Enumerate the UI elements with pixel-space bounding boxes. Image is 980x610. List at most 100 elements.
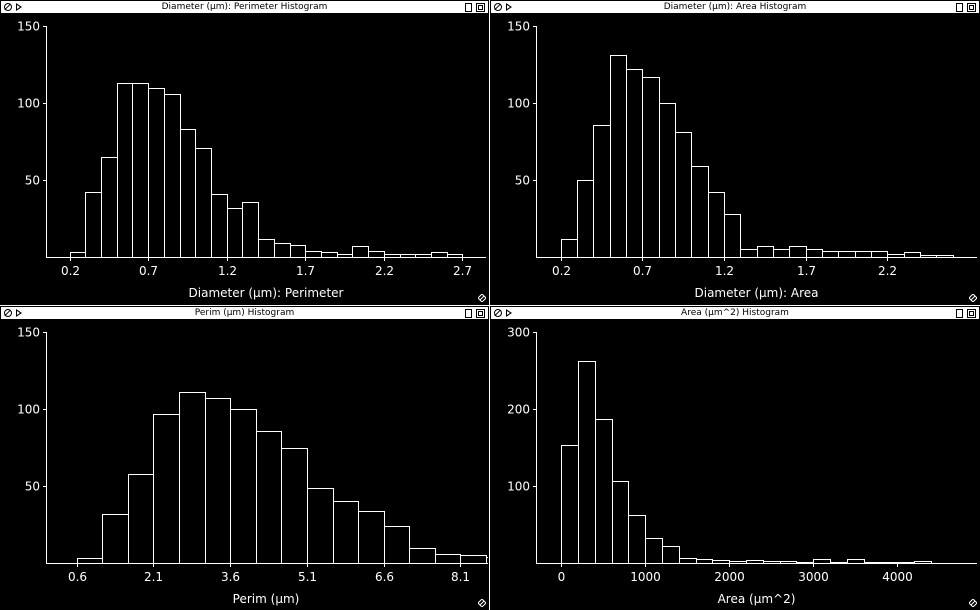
resize-grip-icon[interactable] xyxy=(478,294,486,302)
histogram-bar xyxy=(855,251,872,258)
histogram-bar xyxy=(904,252,921,258)
histogram-bar xyxy=(578,361,596,564)
histogram-bar xyxy=(179,392,206,564)
histogram-chart: 50 100 150 0.2 0.7 1.2 1.7 2.2 Diameter (μm): Ar… xyxy=(507,20,977,300)
x-tick-label: 8.1 xyxy=(451,570,470,584)
histogram-bar xyxy=(659,103,676,258)
x-tick-label: 2.1 xyxy=(144,570,163,584)
histogram-bar xyxy=(195,148,212,258)
histogram-bar xyxy=(333,501,359,564)
collapse-triangle-icon[interactable] xyxy=(16,309,22,317)
histogram-bar xyxy=(305,251,322,258)
window-title: Area (μm^2) Histogram xyxy=(681,308,789,318)
histogram-bar xyxy=(307,488,334,564)
x-tick-label: 1000 xyxy=(630,570,661,584)
document-icon[interactable] xyxy=(956,309,963,318)
histogram-bar xyxy=(577,180,594,258)
histogram-bar xyxy=(227,208,243,258)
histogram-bar xyxy=(740,249,758,258)
histogram-bar xyxy=(117,83,133,258)
histogram-bar xyxy=(871,251,888,258)
histogram-bar xyxy=(384,526,410,564)
y-tick-label: 150 xyxy=(507,20,530,34)
y-tick-label: 50 xyxy=(25,480,40,494)
histogram-chart: 50 100 150 0.2 0.7 1.2 1.7 2.2 2.7 Diameter (μm):… xyxy=(17,20,486,300)
histogram-bar xyxy=(645,538,663,564)
window-diameter-area-histogram: Diameter (μm): Area Histogram 50 100 150 0.… xyxy=(490,0,980,305)
y-tick-label: 300 xyxy=(507,326,530,340)
resize-grip-icon[interactable] xyxy=(478,599,486,607)
x-tick-label: 2.2 xyxy=(375,264,394,278)
histogram-bar xyxy=(101,157,118,258)
histogram-bar xyxy=(595,419,613,564)
title-bar[interactable]: Diameter (μm): Perimeter Histogram xyxy=(1,1,488,14)
histogram-bar xyxy=(128,474,154,564)
x-tick-label: 1.7 xyxy=(797,264,816,278)
resize-grip-icon[interactable] xyxy=(969,294,977,302)
window-title: Perim (μm) Histogram xyxy=(194,308,295,318)
close-box-icon[interactable] xyxy=(494,3,502,11)
histogram-bar xyxy=(593,125,611,258)
collapse-triangle-icon[interactable] xyxy=(506,309,512,317)
window-area-histogram: Area (μm^2) Histogram 100 200 300 0 1000 2000… xyxy=(490,306,980,610)
x-axis-label: Diameter (μm): Perimeter xyxy=(189,286,344,300)
histogram-bar xyxy=(205,398,231,564)
resize-grip-icon[interactable] xyxy=(969,599,977,607)
histogram-bar xyxy=(561,445,579,564)
histogram-bar xyxy=(642,77,660,258)
histogram-bar xyxy=(626,69,643,258)
histogram-bar xyxy=(281,448,308,564)
title-bar[interactable]: Diameter (μm): Area Histogram xyxy=(491,1,979,14)
document-icon[interactable] xyxy=(465,309,472,318)
histogram-bar xyxy=(838,251,856,258)
y-tick-label: 100 xyxy=(507,97,530,111)
histogram-bar xyxy=(164,94,181,258)
zoom-box-icon[interactable] xyxy=(476,3,485,12)
histogram-bar xyxy=(258,239,275,258)
histogram-bar xyxy=(321,252,338,258)
histogram-bar xyxy=(230,409,257,564)
x-tick-label: 6.6 xyxy=(375,570,394,584)
x-axis-label: Diameter (μm): Area xyxy=(695,286,819,300)
x-tick-label: 5.1 xyxy=(298,570,317,584)
histogram-bar xyxy=(431,252,448,258)
window-diameter-perimeter-histogram: Diameter (μm): Perimeter Histogram 50 100… xyxy=(0,0,489,305)
zoom-box-icon[interactable] xyxy=(967,309,976,318)
histogram-bar xyxy=(773,249,790,258)
collapse-triangle-icon[interactable] xyxy=(16,3,22,11)
title-bar[interactable]: Area (μm^2) Histogram xyxy=(491,307,979,320)
close-box-icon[interactable] xyxy=(4,309,12,317)
y-tick-label: 100 xyxy=(507,480,530,494)
histogram-bar xyxy=(256,431,282,564)
histogram-bar xyxy=(70,252,86,258)
title-bar[interactable]: Perim (μm) Histogram xyxy=(1,307,488,320)
histogram-bar xyxy=(242,202,259,258)
document-icon[interactable] xyxy=(956,3,963,12)
histogram-bar xyxy=(662,546,680,564)
histogram-bar xyxy=(813,559,831,564)
collapse-triangle-icon[interactable] xyxy=(506,3,512,11)
histogram-bar xyxy=(77,558,103,564)
x-axis-label: Perim (μm) xyxy=(233,592,300,606)
close-box-icon[interactable] xyxy=(4,3,12,11)
histogram-bar xyxy=(132,83,149,258)
x-tick-label: 1.7 xyxy=(296,264,315,278)
histogram-bar xyxy=(806,249,823,258)
y-tick-label: 150 xyxy=(17,326,40,340)
histogram-bar xyxy=(85,192,102,258)
x-tick-label: 1.2 xyxy=(218,264,237,278)
y-tick-label: 100 xyxy=(17,97,40,111)
histogram-bar xyxy=(211,194,228,258)
histogram-bar xyxy=(610,55,627,258)
histogram-bar xyxy=(148,88,165,258)
close-box-icon[interactable] xyxy=(494,309,502,317)
y-tick-label: 50 xyxy=(515,174,530,188)
zoom-box-icon[interactable] xyxy=(476,309,485,318)
x-tick-label: 0.7 xyxy=(139,264,158,278)
zoom-box-icon[interactable] xyxy=(967,3,976,12)
histogram-bar xyxy=(352,246,369,258)
x-tick-label: 2000 xyxy=(714,570,745,584)
document-icon[interactable] xyxy=(465,3,472,12)
histogram-bar xyxy=(822,251,839,258)
x-tick-label: 4000 xyxy=(882,570,913,584)
